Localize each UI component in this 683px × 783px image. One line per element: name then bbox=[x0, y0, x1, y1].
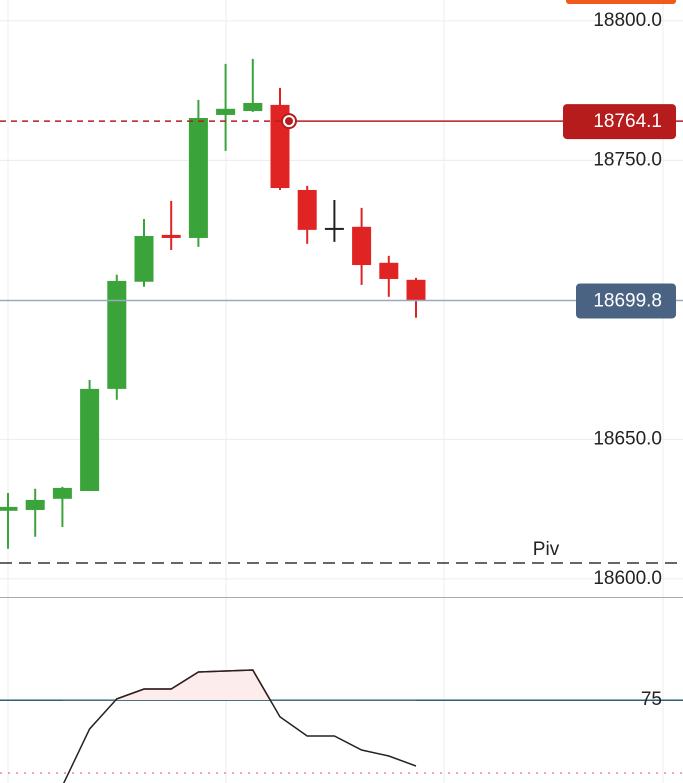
candle-body bbox=[188, 118, 208, 238]
indicator-pane bbox=[0, 669, 683, 783]
candle-body bbox=[25, 499, 45, 510]
candle-body bbox=[134, 236, 154, 282]
y-tick-label: 18650.0 bbox=[593, 428, 662, 449]
candle-body bbox=[161, 234, 181, 238]
candle-body bbox=[0, 506, 18, 511]
candle-body bbox=[352, 226, 372, 266]
candle-body bbox=[243, 102, 263, 112]
y-tick-label: 18600.0 bbox=[593, 568, 662, 589]
candle-body bbox=[406, 279, 426, 301]
offscreen-badge bbox=[566, 0, 676, 4]
y-tick-label: 75 bbox=[641, 689, 662, 710]
candle-body bbox=[107, 280, 127, 389]
y-tick-label: 18800.0 bbox=[593, 10, 662, 31]
candle-body bbox=[216, 108, 236, 115]
candle-body bbox=[80, 388, 100, 491]
indicator-line bbox=[62, 669, 417, 783]
candle-body bbox=[379, 262, 399, 279]
overbought-area bbox=[62, 670, 416, 701]
candle-body bbox=[297, 189, 317, 230]
price-badge bbox=[563, 104, 676, 140]
order-marker-ring bbox=[283, 115, 295, 128]
overlay: 18600.0 18650.0 18750.0 18800.0 Piv 18764.1 18… bbox=[281, 10, 676, 710]
candle-body bbox=[52, 487, 72, 499]
price-badge-label: 18699.8 bbox=[593, 290, 662, 311]
pivot-label: Piv bbox=[533, 539, 560, 560]
price-badge-label: 18764.1 bbox=[593, 111, 662, 132]
candle-body bbox=[324, 227, 344, 230]
overbought-group bbox=[62, 669, 416, 701]
price-badge bbox=[576, 283, 676, 319]
y-tick-label: 18750.0 bbox=[593, 149, 662, 170]
